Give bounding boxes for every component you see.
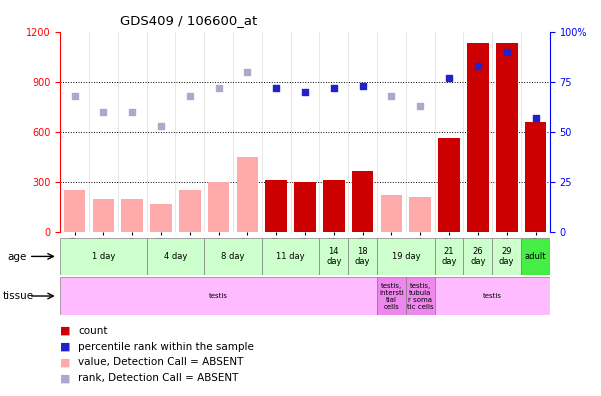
Bar <box>121 199 143 232</box>
Bar <box>521 238 550 275</box>
Bar <box>377 238 435 275</box>
Text: 11 day: 11 day <box>276 252 305 261</box>
Bar <box>319 238 348 275</box>
Text: ■: ■ <box>60 357 70 367</box>
Text: testis: testis <box>209 293 228 299</box>
Point <box>358 82 367 89</box>
Point <box>272 84 281 91</box>
Bar <box>496 43 517 232</box>
Text: testis,
intersti
tial
cells: testis, intersti tial cells <box>379 282 404 310</box>
Point <box>214 84 224 91</box>
Bar <box>380 195 402 232</box>
Bar <box>435 277 550 315</box>
Bar <box>93 199 114 232</box>
Bar <box>323 180 344 232</box>
Text: adult: adult <box>525 252 546 261</box>
Bar <box>237 157 258 232</box>
Text: count: count <box>78 326 108 336</box>
Point <box>127 109 137 115</box>
Point <box>531 114 540 121</box>
Text: age: age <box>7 251 26 262</box>
Bar <box>147 238 204 275</box>
Bar <box>60 238 147 275</box>
Point <box>386 93 396 99</box>
Point <box>415 103 425 109</box>
Text: testis,
tubula
r soma
tic cells: testis, tubula r soma tic cells <box>407 282 433 310</box>
Text: 1 day: 1 day <box>91 252 115 261</box>
Text: percentile rank within the sample: percentile rank within the sample <box>78 341 254 352</box>
Point <box>243 69 252 75</box>
Text: ■: ■ <box>60 341 70 352</box>
Text: ■: ■ <box>60 326 70 336</box>
Text: 8 day: 8 day <box>221 252 245 261</box>
Text: 29
day: 29 day <box>499 247 514 266</box>
Point <box>300 88 310 95</box>
Bar <box>204 238 262 275</box>
Point <box>156 122 166 129</box>
Point <box>185 93 195 99</box>
Text: tissue: tissue <box>3 291 34 301</box>
Point <box>70 93 79 99</box>
Bar <box>438 137 460 232</box>
Text: testis: testis <box>483 293 502 299</box>
Bar <box>352 171 373 232</box>
Text: value, Detection Call = ABSENT: value, Detection Call = ABSENT <box>78 357 243 367</box>
Bar <box>492 238 521 275</box>
Point <box>329 84 338 91</box>
Bar <box>525 122 546 232</box>
Text: 19 day: 19 day <box>391 252 420 261</box>
Bar <box>208 183 230 232</box>
Text: GDS409 / 106600_at: GDS409 / 106600_at <box>120 14 257 27</box>
Bar <box>377 277 406 315</box>
Bar <box>150 204 172 232</box>
Text: ■: ■ <box>60 373 70 383</box>
Point <box>502 48 511 55</box>
Bar <box>435 238 463 275</box>
Point <box>444 74 454 81</box>
Bar <box>294 183 316 232</box>
Bar <box>348 238 377 275</box>
Bar <box>179 190 201 232</box>
Bar <box>266 180 287 232</box>
Text: 14
day: 14 day <box>326 247 341 266</box>
Bar <box>409 197 431 232</box>
Text: rank, Detection Call = ABSENT: rank, Detection Call = ABSENT <box>78 373 239 383</box>
Bar <box>463 238 492 275</box>
Point <box>99 109 108 115</box>
Bar <box>262 238 319 275</box>
Bar <box>60 277 377 315</box>
Bar <box>467 43 489 232</box>
Bar <box>64 190 85 232</box>
Text: 26
day: 26 day <box>470 247 486 266</box>
Text: 18
day: 18 day <box>355 247 370 266</box>
Point <box>473 63 483 69</box>
Text: 4 day: 4 day <box>163 252 187 261</box>
Bar <box>406 277 435 315</box>
Text: 21
day: 21 day <box>441 247 457 266</box>
